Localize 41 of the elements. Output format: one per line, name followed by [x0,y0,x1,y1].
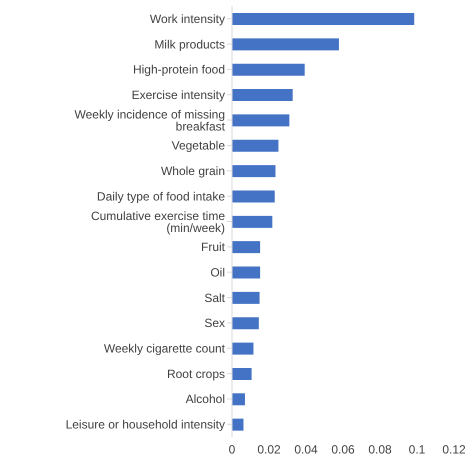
y-tick-label: Alcohol [186,392,225,406]
bar [232,241,260,254]
x-tick-label: 0.12 [442,442,466,457]
y-tick-label: Milk products [154,37,225,52]
x-tick-label: 0.02 [257,442,281,457]
bar [232,317,259,330]
bar [232,368,252,380]
bar [232,393,245,406]
y-tick-label: Whole grain [160,164,225,178]
x-tick-label: 0.04 [294,442,318,457]
bar [232,89,293,102]
bar [232,140,278,152]
y-tick-label: Vegetable [172,138,226,153]
y-tick-label: Sex [204,316,225,330]
bar [232,64,305,76]
bar [232,165,276,178]
y-tick-label: Root crops [166,366,225,381]
y-tick-label: Salt [204,290,226,305]
x-tick-label: 0.06 [331,442,355,457]
bar [232,13,414,25]
y-tick-label: Leisure or household intensity [66,418,225,432]
y-tick-label: Oil [210,265,225,280]
x-tick-label: 0.1 [408,442,426,457]
bar [232,266,260,279]
bar [232,190,275,202]
x-tick-label: 0 [228,442,236,457]
y-tick-label: High-protein food [132,62,225,77]
y-tick-label: Exercise intensity [132,88,225,102]
bar [232,216,272,228]
y-tick-label: Daily type of food intake [96,189,226,204]
x-tick-label: 0.08 [368,442,392,457]
bar [232,342,254,355]
y-tick-label: Cumulative exercise time (min/week) [90,208,226,235]
bar [232,38,339,50]
bar [232,418,244,431]
bar [232,114,290,126]
y-tick-label: Work intensity [150,12,225,26]
y-tick-label: Weekly cigarette count [104,342,226,356]
y-tick-label: Weekly incidence of missing breakfast [74,107,226,134]
bar [232,292,260,304]
y-tick-label: Fruit [201,240,226,254]
